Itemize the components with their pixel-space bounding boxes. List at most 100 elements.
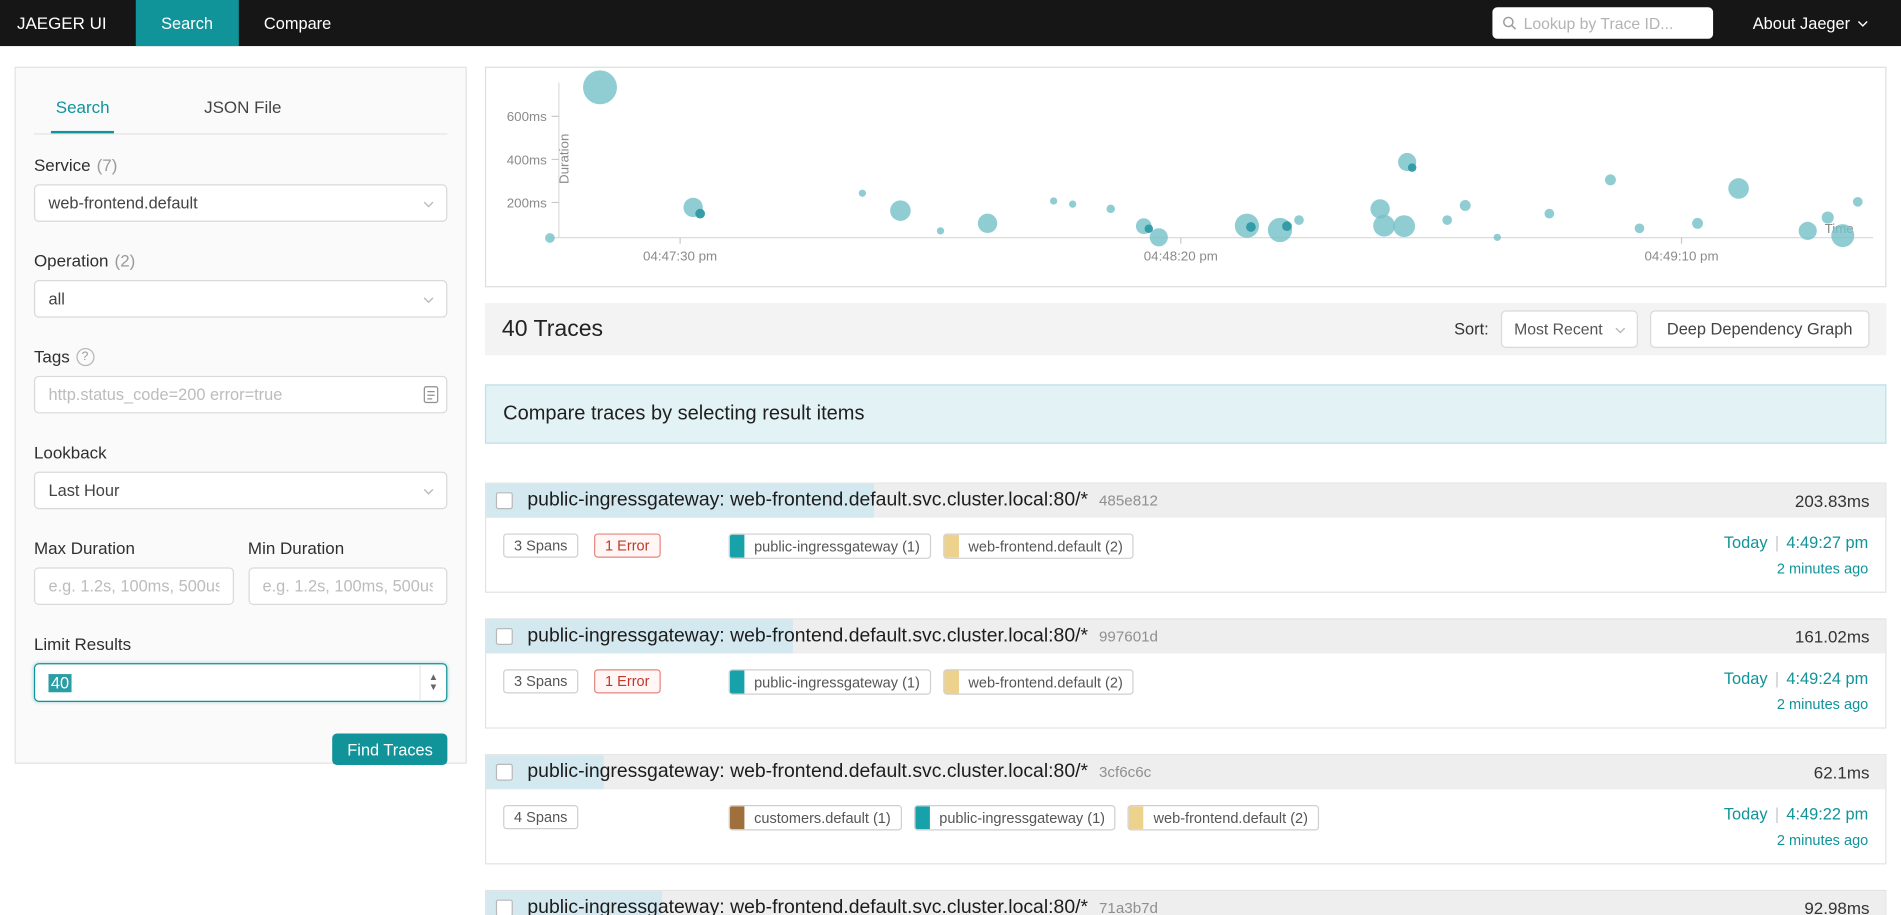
min-duration-input[interactable] [247,567,448,605]
service-field-group: Service (7) web-frontend.default [33,155,448,222]
tags-syntax-icon[interactable] [423,386,439,404]
service-select-value: web-frontend.default [48,193,198,213]
trace-time[interactable]: 4:49:22 pm [1786,805,1869,824]
nav-tab-search[interactable]: Search [135,0,239,47]
trace-select-checkbox[interactable] [495,763,513,781]
chevron-down-icon [423,198,434,208]
service-tag-pill: public-ingressgateway (1) [728,669,931,695]
trace-title: public-ingressgateway: web-frontend.defa… [527,897,1158,915]
trace-relative-time: 2 minutes ago [1776,695,1869,713]
trace-id: 997601d [1098,628,1158,645]
trace-time[interactable]: 4:49:27 pm [1786,533,1869,552]
stepper-down-icon[interactable]: ▼ [428,681,439,693]
trace-body: 4 Spans customers.default (1) public-ingr… [486,789,1885,863]
find-traces-button[interactable]: Find Traces [332,733,448,766]
operation-select[interactable]: all [33,280,448,318]
trace-id: 485e812 [1098,492,1158,510]
trace-duration: 92.98ms [1804,898,1870,915]
trace-count-title: 40 Traces [501,315,604,342]
trace-select-checkbox[interactable] [495,492,513,510]
trace-result-item[interactable]: public-ingressgateway: web-frontend.defa… [484,889,1887,915]
duration-scatter-chart[interactable]: 200ms 400ms 600ms 04:47:30 pm 04:48:20 pm 04:… [484,66,1887,288]
svg-text:04:48:20 pm: 04:48:20 pm [1144,249,1218,264]
trace-date[interactable]: Today [1723,669,1768,688]
top-navbar: JAEGER UI Search Compare About Jaeger [0,0,1901,47]
number-stepper[interactable]: ▲ ▼ [419,664,446,701]
service-tag-label: public-ingressgateway (1) [939,809,1106,827]
lookback-field-group: Lookback Last Hour [33,443,448,510]
trace-title: public-ingressgateway: web-frontend.defa… [527,490,1158,512]
limit-results-label: Limit Results [33,634,132,654]
service-count: (7) [96,155,118,175]
trace-id-input[interactable] [1523,13,1704,33]
trace-results-list: public-ingressgateway: web-frontend.defa… [484,482,1887,915]
trace-header[interactable]: public-ingressgateway: web-frontend.defa… [486,755,1886,790]
trace-header[interactable]: public-ingressgateway: web-frontend.defa… [486,619,1886,654]
service-tag-label: public-ingressgateway (1) [754,537,920,555]
trace-duration-bar [486,891,663,915]
trace-result-item[interactable]: public-ingressgateway: web-frontend.defa… [484,754,1887,865]
span-count-pill: 4 Spans [503,805,579,830]
trace-relative-time: 2 minutes ago [1776,831,1869,849]
search-sidebar: Search JSON File Service (7) web-frontend… [14,66,467,766]
chevron-down-icon [1857,18,1868,28]
duration-field-group: Max Duration Min Duration [33,538,448,605]
max-duration-input[interactable] [33,567,234,605]
service-tag-label: public-ingressgateway (1) [754,673,920,691]
tags-input[interactable] [33,375,448,414]
chevron-down-icon [423,294,434,304]
trace-select-checkbox[interactable] [495,628,513,645]
trace-date[interactable]: Today [1723,805,1768,824]
trace-timestamp: Today | 4:49:22 pm 2 minutes ago [1724,805,1868,849]
service-tag-label: customers.default (1) [754,809,891,827]
limit-results-input[interactable]: 40 [33,663,448,702]
service-tag-pill: web-frontend.default (2) [1128,805,1319,831]
tags-help-icon[interactable]: ? [75,347,95,366]
tab-search[interactable]: Search [50,90,115,134]
service-select[interactable]: web-frontend.default [33,184,448,222]
trace-header[interactable]: public-ingressgateway: web-frontend.defa… [486,483,1886,518]
service-color-swatch [729,534,745,558]
deep-dependency-graph-button[interactable]: Deep Dependency Graph [1649,310,1870,348]
svg-text:200ms: 200ms [507,195,547,210]
limit-results-value: 40 [48,673,72,692]
operation-count: (2) [114,250,136,271]
trace-id: 71a3b7d [1098,899,1158,915]
service-color-swatch [944,670,959,694]
search-icon [1502,16,1516,30]
max-duration-label: Max Duration [33,538,135,558]
svg-text:600ms: 600ms [507,109,547,124]
timestamp-separator: | [1774,669,1780,688]
stepper-up-icon[interactable]: ▲ [428,671,439,683]
trace-name: public-ingressgateway: web-frontend.defa… [527,761,1089,782]
svg-text:400ms: 400ms [507,152,547,167]
operation-label: Operation [33,250,109,271]
trace-title: public-ingressgateway: web-frontend.defa… [527,761,1151,783]
sort-select[interactable]: Most Recent [1500,310,1638,348]
trace-time[interactable]: 4:49:24 pm [1786,669,1869,688]
tab-json-file[interactable]: JSON File [204,96,282,117]
service-color-swatch [729,670,745,694]
app-brand: JAEGER UI [16,13,107,33]
trace-result-item[interactable]: public-ingressgateway: web-frontend.defa… [484,482,1887,593]
svg-text:04:49:10 pm: 04:49:10 pm [1644,249,1718,264]
error-count-pill: 1 Error [594,669,661,694]
trace-result-item[interactable]: public-ingressgateway: web-frontend.defa… [484,618,1887,729]
trace-date[interactable]: Today [1723,533,1768,552]
service-tag-label: web-frontend.default (2) [968,673,1123,691]
service-color-swatch [914,806,930,830]
lookback-select[interactable]: Last Hour [33,471,448,510]
trace-id-lookup[interactable] [1492,7,1713,39]
chevron-down-icon [1615,324,1626,334]
trace-header[interactable]: public-ingressgateway: web-frontend.defa… [486,891,1886,915]
nav-tab-compare[interactable]: Compare [263,13,332,33]
service-tags: public-ingressgateway (1) web-frontend.de… [728,669,1134,695]
trace-duration-bar [486,619,793,654]
tags-field-group: Tags? [33,346,448,414]
about-jaeger-menu[interactable]: About Jaeger [1753,14,1868,32]
trace-select-checkbox[interactable] [495,899,513,915]
tags-label: Tags [33,346,70,367]
trace-duration: 62.1ms [1813,762,1870,782]
trace-name: public-ingressgateway: web-frontend.defa… [527,897,1089,915]
trace-name: public-ingressgateway: web-frontend.defa… [527,489,1089,511]
